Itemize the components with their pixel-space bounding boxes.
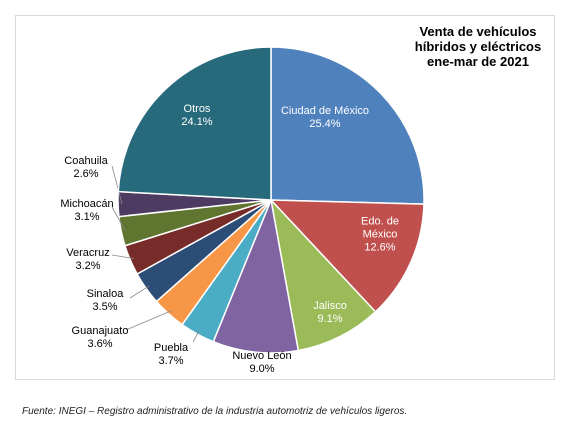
value-label: 9.1% <box>317 313 343 325</box>
slice-label: Nuevo León 9.0% <box>232 350 291 376</box>
pie-slice <box>270 46 425 205</box>
category-label: Veracruz <box>66 247 110 259</box>
slice-label: Edo. de México 12.6% <box>349 216 411 255</box>
category-label: Guanajuato <box>71 325 129 337</box>
value-label: 9.0% <box>249 363 275 375</box>
pie-slice <box>212 197 300 354</box>
slice-label: Veracruz 3.2% <box>66 247 109 273</box>
value-label: 3.5% <box>92 301 118 313</box>
slice-label: Puebla 3.7% <box>154 342 188 368</box>
pie-slice <box>269 197 377 352</box>
pie-slice <box>117 46 272 201</box>
slice-label: Ciudad de México 25.4% <box>281 105 369 131</box>
value-label: 3.2% <box>75 260 101 272</box>
source-note: Fuente: INEGI – Registro administrativo … <box>22 406 408 417</box>
value-label: 2.6% <box>73 168 99 180</box>
category-label: Nuevo León <box>232 350 292 362</box>
chart-title: Venta de vehículos híbridos y eléctricos… <box>414 24 542 69</box>
value-label: 3.1% <box>74 211 100 223</box>
category-label: Sinaloa <box>86 288 124 300</box>
value-label: 3.7% <box>158 355 184 367</box>
leader-line <box>111 165 123 205</box>
leader-line <box>192 330 200 343</box>
slice-label: Michoacán 3.1% <box>60 198 113 224</box>
slice-label: Guanajuato 3.6% <box>72 325 129 351</box>
value-label: 24.1% <box>181 116 213 128</box>
category-label: Ciudad de México <box>280 105 370 117</box>
slice-label: Sinaloa 3.5% <box>87 288 124 314</box>
chart-frame <box>15 15 555 380</box>
slice-label: Jalisco 9.1% <box>313 300 347 326</box>
leader-line <box>111 206 126 231</box>
leader-line <box>111 254 135 259</box>
category-label: Michoacán <box>60 198 114 210</box>
slice-label: Coahuila 2.6% <box>64 155 107 181</box>
category-label: Coahuila <box>64 155 108 167</box>
leader-line <box>129 285 150 299</box>
slice-label: Otros 24.1% <box>181 103 212 129</box>
category-label: Puebla <box>153 342 189 354</box>
category-label: Edo. de México <box>361 215 399 241</box>
leader-line <box>125 310 172 331</box>
value-label: 3.6% <box>87 338 113 350</box>
value-label: 12.6% <box>364 241 396 254</box>
value-label: 25.4% <box>309 118 341 130</box>
category-label: Jalisco <box>313 300 347 312</box>
pie-slice <box>269 199 425 313</box>
category-label: Otros <box>183 103 211 115</box>
